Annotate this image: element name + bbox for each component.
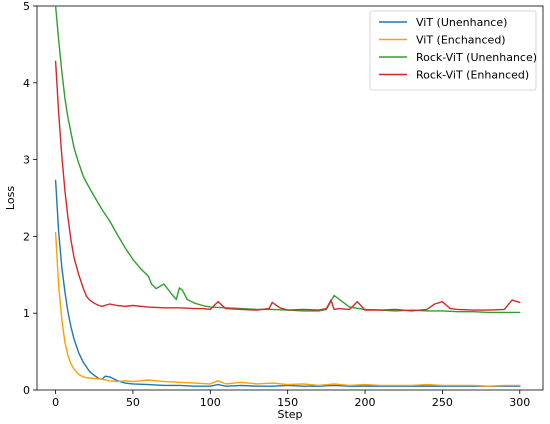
legend-label: ViT (Enchanced) (416, 34, 506, 47)
x-tick-label: 0 (52, 396, 59, 409)
x-tick-label: 200 (355, 396, 376, 409)
x-tick-label: 50 (126, 396, 140, 409)
y-tick-label: 0 (23, 384, 30, 397)
series-line-4 (54, 60, 521, 312)
series-line-3 (54, 5, 521, 314)
x-tick-label: 250 (432, 396, 453, 409)
y-tick-label: 4 (23, 77, 30, 90)
y-tick-label: 5 (23, 0, 30, 13)
legend: ViT (Unenhance) ViT (Enchanced) Rock-ViT (… (369, 10, 537, 91)
legend-label: Rock-ViT (Enhanced) (416, 69, 529, 82)
series-line-1 (54, 179, 521, 387)
legend-box (369, 10, 537, 91)
series-line-2 (54, 231, 521, 387)
y-tick-label: 2 (23, 230, 30, 243)
y-axis-ticks: 0 1 2 3 4 5 (23, 0, 37, 397)
y-axis-label: Loss (4, 186, 17, 210)
y-tick-label: 1 (23, 307, 30, 320)
x-axis-ticks: 0 50 100 150 200 250 300 (52, 390, 530, 409)
x-axis-label: Step (277, 408, 302, 421)
x-tick-label: 100 (200, 396, 221, 409)
x-tick-label: 300 (509, 396, 530, 409)
series-layer (54, 5, 521, 387)
x-tick-label: 150 (277, 396, 298, 409)
legend-label: Rock-ViT (Unenhance) (416, 51, 537, 64)
legend-label: ViT (Unenhance) (416, 16, 507, 29)
y-tick-label: 3 (23, 154, 30, 167)
